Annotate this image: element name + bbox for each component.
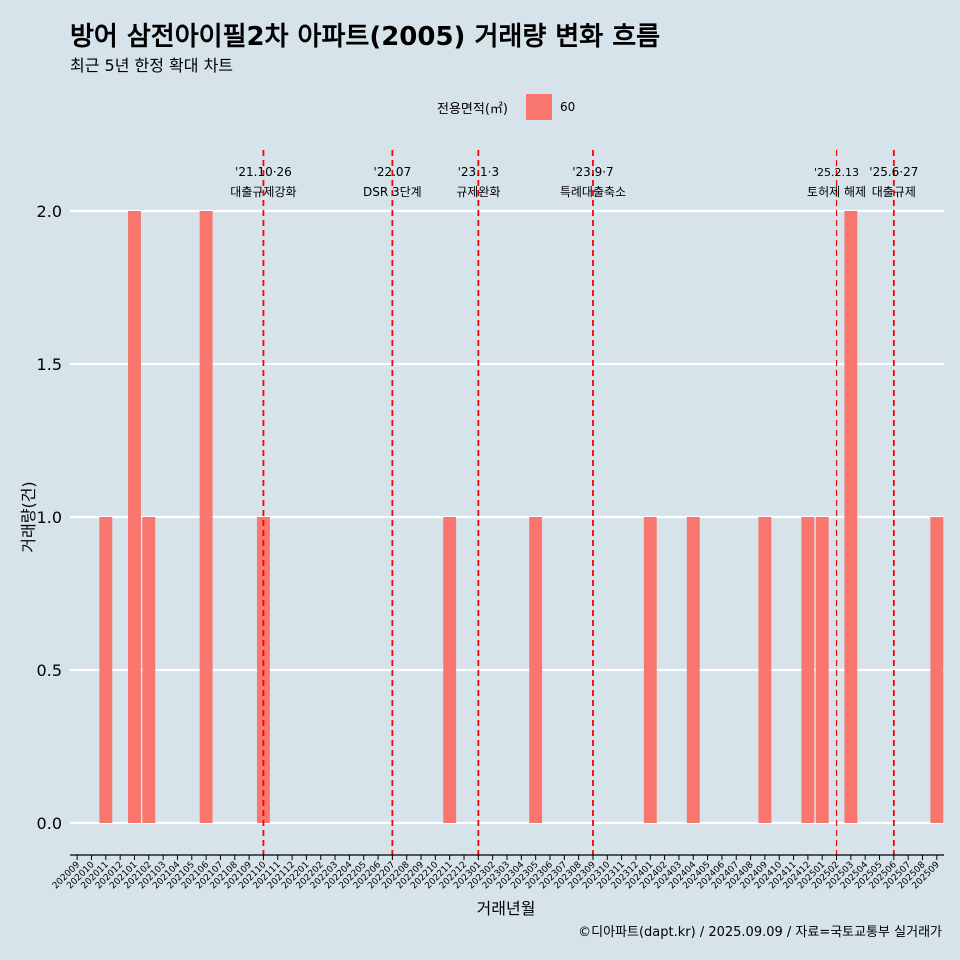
y-tick-label: 1.5 xyxy=(37,355,62,374)
x-axis-label: 거래년월 xyxy=(477,899,536,918)
y-tick-label: 2.0 xyxy=(37,202,62,221)
y-tick-label: 1.0 xyxy=(37,508,62,527)
event-label: DSR 3단계 xyxy=(363,185,422,199)
bar-202102 xyxy=(142,517,156,823)
legend-title: 전용면적(㎡) xyxy=(437,102,508,117)
chart-title: 방어 삼전아이필2차 아파트(2005) 거래량 변화 흐름 xyxy=(70,22,661,52)
source-caption: ©디아파트(dapt.kr) / 2025.09.09 / 자료=국토교통부 실… xyxy=(578,925,942,940)
bar-202412 xyxy=(801,517,815,823)
bar-202305 xyxy=(529,517,543,823)
event-label: 특례대출축소 xyxy=(560,185,626,199)
event-date: '23.1·3 xyxy=(458,165,499,179)
event-label: 규제완화 xyxy=(456,185,500,199)
bar-202404 xyxy=(686,517,700,823)
event-label: 토허제 해제 xyxy=(807,185,866,199)
axes: 2020092020102020112020122021012021022021… xyxy=(51,854,944,891)
y-axis-label: 거래량(건) xyxy=(19,481,38,552)
legend-color-key xyxy=(526,94,552,120)
y-tick-label: 0.5 xyxy=(37,661,62,680)
chart-subtitle: 최근 5년 한정 확대 차트 xyxy=(70,56,234,75)
event-label: 대출규제강화 xyxy=(230,185,296,199)
grid-lines: 0.0 0.5 1.0 1.5 2.0 xyxy=(37,202,944,833)
event-date: '21.10·26 xyxy=(235,165,292,179)
bar-202503 xyxy=(844,211,858,823)
bar-202409 xyxy=(758,517,772,823)
event-date: '23.9·7 xyxy=(572,165,613,179)
bar-202011 xyxy=(99,517,113,823)
bar-202101 xyxy=(128,211,141,823)
event-date: '25.6·27 xyxy=(869,165,918,179)
event-lines xyxy=(262,150,895,855)
bars xyxy=(99,211,944,823)
legend-item-label: 60 xyxy=(560,100,576,114)
bar-202401 xyxy=(643,517,657,823)
bar-202509 xyxy=(930,517,944,823)
event-date: '22.07 xyxy=(374,165,412,179)
bar-202106 xyxy=(199,211,213,823)
event-label: 대출규제 xyxy=(872,185,916,199)
event-annotations: '21.10·26 대출규제강화 '22.07 DSR 3단계 '23.1·3 규제완화 '… xyxy=(230,165,918,199)
event-date: '25.2.13 xyxy=(814,166,859,179)
bar-202211 xyxy=(443,517,457,823)
bar-202501 xyxy=(815,517,829,823)
y-tick-label: 0.0 xyxy=(37,814,62,833)
